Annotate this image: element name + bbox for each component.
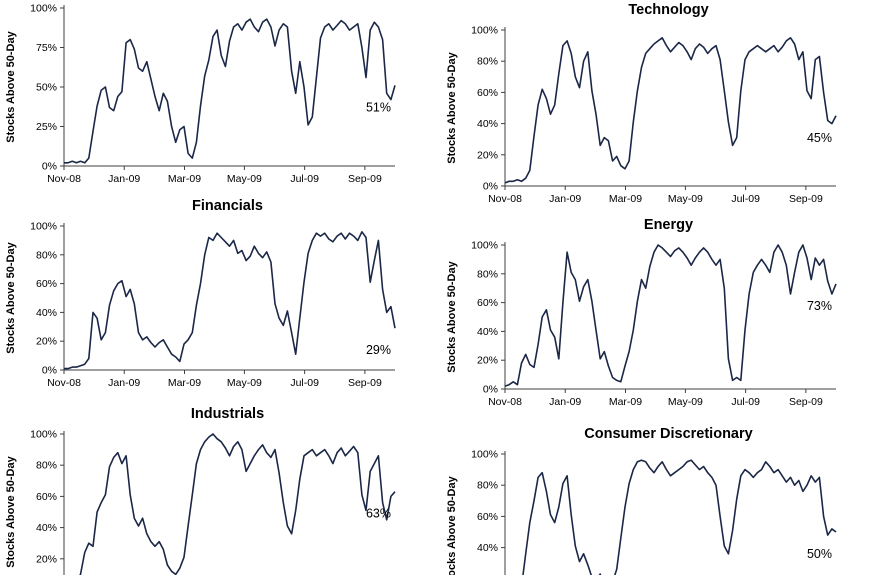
x-tick-label: Jul-09 [731, 193, 760, 205]
y-tick-label: 100% [471, 240, 498, 252]
x-tick-label: Sep-09 [789, 396, 823, 408]
y-tick-label: 60% [477, 511, 498, 523]
y-tick-label: 80% [36, 249, 57, 261]
line-plot: 0% 25% 50% 75% 100% Nov-08 Jan-09 Mar-09 May-09 J… [5, 3, 396, 185]
data-line [504, 244, 837, 387]
y-tick-label: 20% [36, 336, 57, 348]
chart-title: Financials [192, 198, 263, 214]
y-axis-label: Stocks Above 50-Day [446, 475, 458, 575]
line-plot: 0% 20% 40% 60% 80% 100% Nov-08 Jan-09 Mar-09 May-… [446, 240, 837, 408]
final-value-label: 45% [807, 131, 832, 145]
x-tick-label: Jul-09 [290, 377, 319, 389]
x-tick-label: May-09 [227, 377, 262, 389]
x-tick-label: Jul-09 [290, 173, 319, 185]
x-tick-label: Jan-09 [549, 193, 581, 205]
y-tick-label: 0% [42, 161, 57, 173]
y-tick-label: 100% [30, 3, 57, 15]
x-tick-label: Sep-09 [348, 377, 382, 389]
y-tick-label: 25% [36, 121, 57, 133]
x-tick-label: Nov-08 [488, 193, 522, 205]
y-tick-label: 60% [36, 278, 57, 290]
data-line [64, 231, 396, 370]
y-axis-label: Stocks Above 50-Day [446, 51, 458, 163]
chart-title: Technology [628, 2, 709, 18]
y-tick-label: 100% [30, 221, 57, 233]
y-tick-label: 0% [483, 181, 498, 193]
x-tick-label: Mar-09 [168, 173, 201, 185]
data-line [504, 37, 837, 184]
y-tick-label: 40% [477, 542, 498, 554]
y-axis-label: Stocks Above 50-Day [5, 455, 17, 567]
x-tick-label: Mar-09 [609, 193, 642, 205]
y-tick-label: 40% [36, 307, 57, 319]
final-value-label: 50% [807, 547, 832, 561]
x-tick-label: Nov-08 [488, 396, 522, 408]
final-value-label: 63% [366, 507, 391, 521]
y-tick-label: 75% [36, 42, 57, 54]
y-tick-label: 20% [477, 573, 498, 575]
y-tick-label: 80% [477, 268, 498, 280]
y-tick-label: 100% [30, 429, 57, 441]
chart-financials: Financials 0% 20% 40% 60% 80% 100% Nov-08 Jan-0… [0, 196, 441, 396]
data-line [79, 433, 396, 575]
chart-top-left: 0% 25% 50% 75% 100% Nov-08 Jan-09 Mar-09 May-09 J… [0, 0, 441, 192]
chart-consumer-discretionary: Consumer Discretionary 0%20%40%60%80%100… [441, 424, 882, 575]
y-tick-label: 50% [36, 82, 57, 94]
x-tick-label: May-09 [227, 173, 262, 185]
y-tick-label: 60% [36, 491, 57, 503]
x-tick-label: Nov-08 [47, 377, 81, 389]
y-tick-label: 20% [477, 355, 498, 367]
y-tick-label: 60% [477, 297, 498, 309]
y-tick-label: 100% [471, 25, 498, 37]
x-tick-label: May-09 [668, 396, 703, 408]
chart-technology: Technology 0% 20% 40% 60% 80% 100% Nov-08 Jan-0… [441, 0, 882, 212]
x-tick-label: Jan-09 [549, 396, 581, 408]
y-tick-label: 0% [483, 384, 498, 396]
x-tick-label: Mar-09 [609, 396, 642, 408]
y-tick-label: 20% [36, 553, 57, 565]
final-value-label: 73% [807, 299, 832, 313]
data-line [64, 18, 396, 164]
x-tick-label: Jul-09 [731, 396, 760, 408]
x-tick-label: Sep-09 [789, 193, 823, 205]
chart-energy: Energy 0% 20% 40% 60% 80% 100% Nov-08 Jan-09 Mar… [441, 215, 882, 415]
line-plot: 0%20%40%60%80%100%Nov-08Jan-09Mar-09May-… [446, 449, 837, 575]
x-tick-label: Mar-09 [168, 377, 201, 389]
y-axis-label: Stocks Above 50-Day [5, 241, 17, 353]
x-tick-label: Jan-09 [108, 377, 140, 389]
x-tick-label: Sep-09 [348, 173, 382, 185]
y-tick-label: 80% [477, 480, 498, 492]
x-tick-label: May-09 [668, 193, 703, 205]
y-axis-label: Stocks Above 50-Day [5, 30, 17, 142]
y-tick-label: 60% [477, 87, 498, 99]
y-tick-label: 80% [36, 460, 57, 472]
chart-title: Consumer Discretionary [584, 426, 753, 442]
y-tick-label: 40% [477, 326, 498, 338]
x-tick-label: Nov-08 [47, 173, 81, 185]
line-plot: 0% 20% 40% 60% 80% 100% Nov-08 Jan-09 Mar-09 May-… [5, 221, 396, 389]
y-axis-label: Stocks Above 50-Day [446, 260, 458, 372]
chart-industrials: Industrials 0%20%40%60%80%100%Nov-08Jan-… [0, 404, 441, 575]
final-value-label: 29% [366, 343, 391, 357]
chart-title: Industrials [190, 406, 265, 422]
x-tick-label: Jan-09 [108, 173, 140, 185]
y-tick-label: 100% [471, 449, 498, 461]
y-tick-label: 0% [42, 365, 57, 377]
y-tick-label: 80% [477, 56, 498, 68]
line-plot: 0%20%40%60%80%100%Nov-08Jan-09Mar-09May-… [5, 429, 396, 575]
final-value-label: 51% [366, 100, 391, 114]
data-line [522, 459, 837, 575]
line-plot: 0% 20% 40% 60% 80% 100% Nov-08 Jan-09 Mar-09 May-… [446, 25, 837, 205]
chart-title: Energy [643, 217, 694, 233]
y-tick-label: 40% [36, 522, 57, 534]
y-tick-label: 20% [477, 149, 498, 161]
y-tick-label: 40% [477, 118, 498, 130]
